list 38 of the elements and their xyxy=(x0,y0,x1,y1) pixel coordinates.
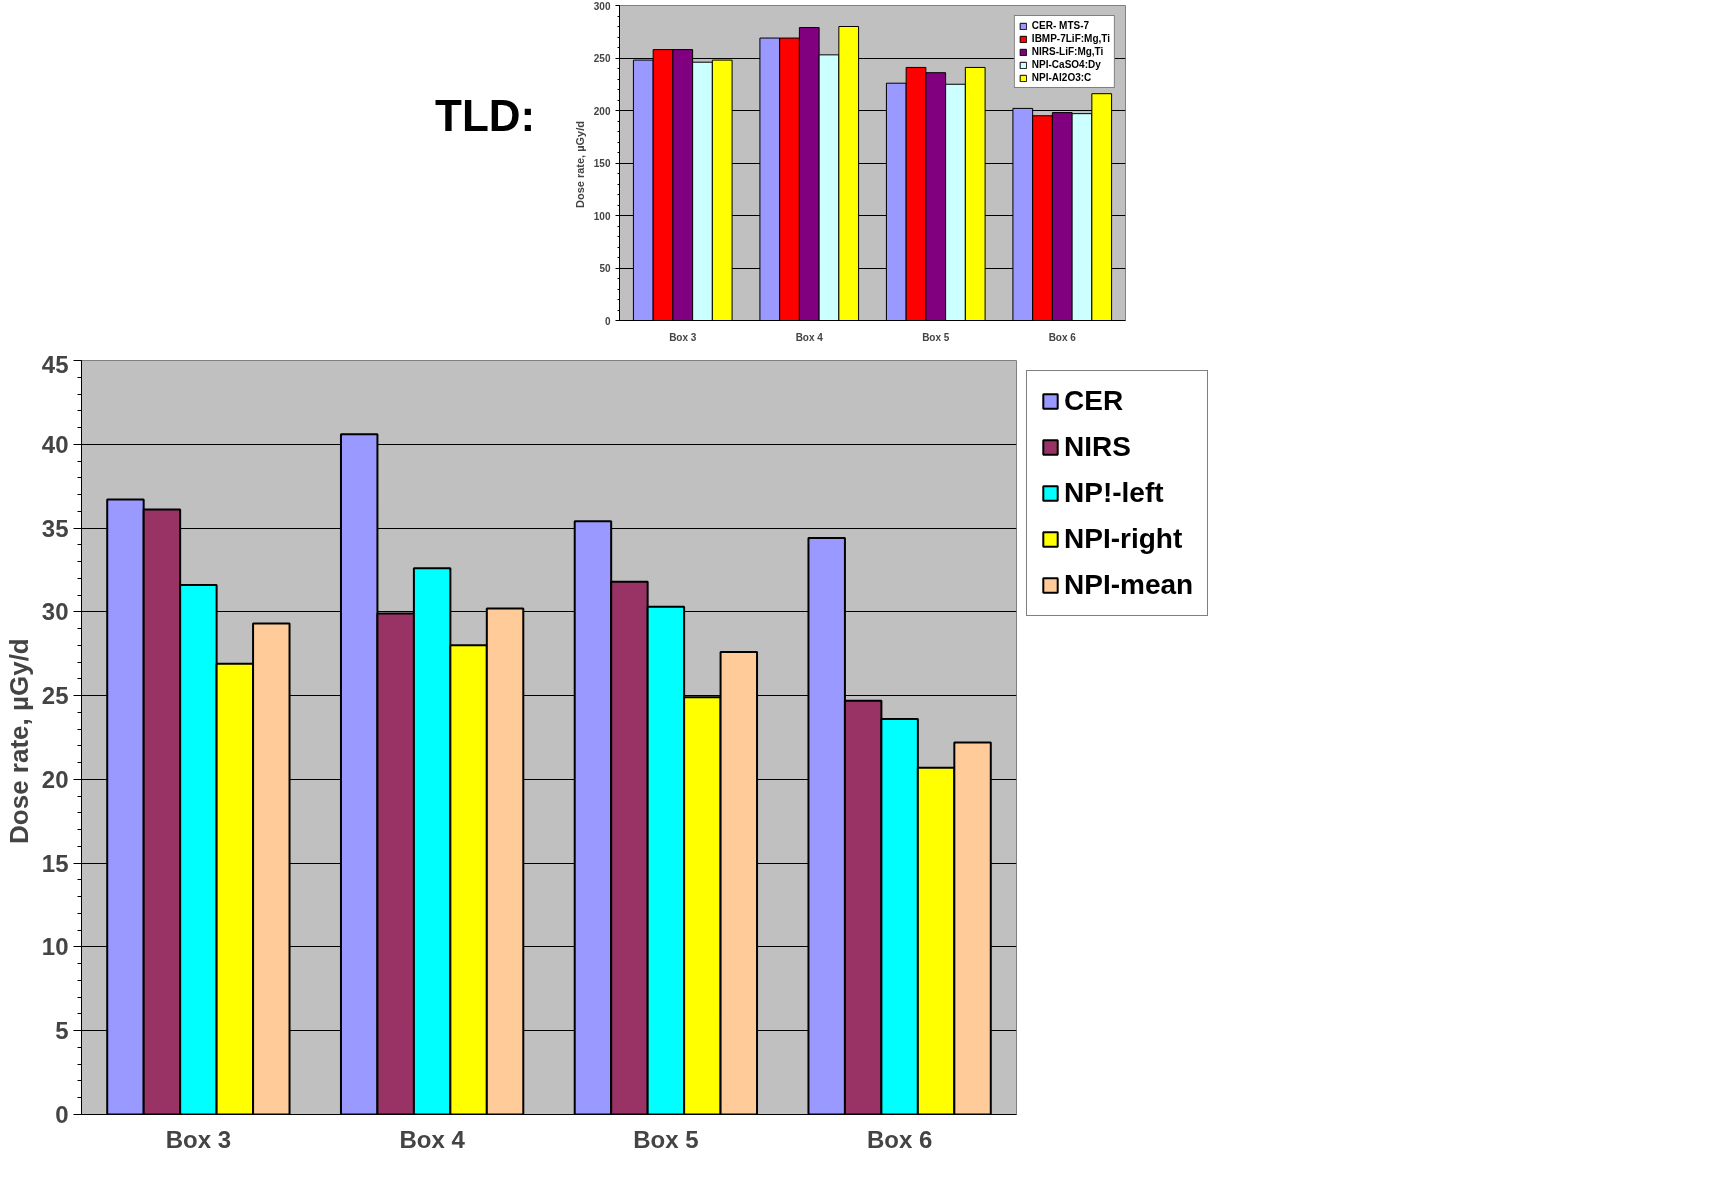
legend-label: IBMP-7LiF:Mg,Ti xyxy=(1031,33,1110,44)
y-tick-label: 0 xyxy=(55,1101,69,1128)
y-tick-label: 0 xyxy=(604,315,611,327)
legend-label: NP!-left xyxy=(1064,477,1164,509)
y-tick-label: 30 xyxy=(41,598,69,626)
x-tick-label: Box 5 xyxy=(922,331,950,343)
y-tick-label: 5 xyxy=(55,1017,69,1045)
x-tick-label: Box 3 xyxy=(669,331,697,343)
y-tick-label: 100 xyxy=(593,210,611,222)
legend-label: CER xyxy=(1064,385,1124,417)
y-tick-label: 35 xyxy=(41,514,69,542)
legend-label: NPI-Al2O3:C xyxy=(1031,72,1092,83)
y-tick-label: 20 xyxy=(41,765,69,793)
legend-label: NPI-mean xyxy=(1064,569,1194,601)
x-tick-label: Box 6 xyxy=(866,1125,933,1153)
y-tick-label: 40 xyxy=(41,430,69,458)
legend-label: NPI-right xyxy=(1064,523,1183,555)
x-tick-label: Box 5 xyxy=(633,1125,699,1153)
legend-label: NIRS-LiF:Mg,Ti xyxy=(1031,46,1104,57)
text: TLD: xyxy=(435,90,536,142)
y-axis-title: Dose rate, µGy/d xyxy=(573,121,586,209)
y-axis-title: Dose rate, µGy/d xyxy=(3,638,34,844)
legend-label: NIRS xyxy=(1064,431,1131,463)
legend-label: CER- MTS-7 xyxy=(1031,20,1090,31)
y-tick-label: 15 xyxy=(41,849,69,877)
y-tick-label: 25 xyxy=(41,682,69,710)
x-tick-label: Box 3 xyxy=(165,1125,232,1153)
y-tick-label: 300 xyxy=(593,0,611,12)
legend-label: NPI-CaSO4:Dy xyxy=(1031,59,1101,70)
x-tick-label: Box 4 xyxy=(399,1125,466,1153)
y-tick-label: 10 xyxy=(41,933,69,961)
y-tick-label: 50 xyxy=(599,263,611,274)
y-tick-label: 200 xyxy=(593,105,611,117)
x-tick-label: Box 4 xyxy=(795,331,824,343)
x-tick-label: Box 6 xyxy=(1048,331,1077,343)
y-tick-label: 150 xyxy=(593,158,611,169)
y-tick-label: 45 xyxy=(41,350,69,378)
y-tick-label: 250 xyxy=(593,53,611,64)
